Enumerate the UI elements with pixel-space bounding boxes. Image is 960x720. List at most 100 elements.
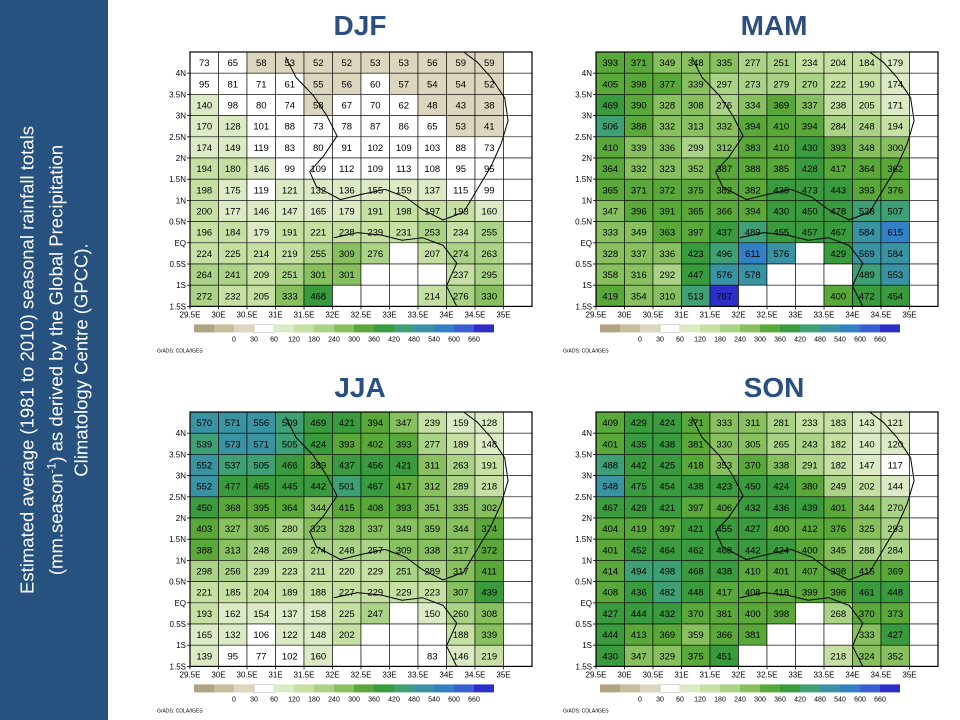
cell-value-djf: 52: [341, 58, 352, 69]
cell-value-mam: 352: [688, 164, 704, 175]
cell-value-mam: 410: [773, 143, 789, 154]
cell-value-jja: 421: [339, 418, 355, 429]
x-tick-label-jja: 34E: [439, 670, 453, 679]
y-tick-label-mam: 1S: [582, 281, 592, 290]
grid-cell-mam: [909, 157, 939, 180]
cell-value-mam: 429: [830, 249, 846, 260]
panel-title-mam: MAM: [740, 10, 808, 41]
y-tick-label-son: 1.5S: [576, 662, 592, 671]
cell-value-djf: 88: [284, 122, 295, 133]
grid-cell-djf: [503, 136, 533, 159]
cell-value-mam: 335: [716, 58, 732, 69]
grid-cell-mam: [795, 242, 825, 265]
cell-value-djf: 59: [455, 58, 466, 69]
cell-value-mam: 270: [802, 79, 818, 90]
cell-value-mam: 419: [602, 291, 618, 302]
cell-value-djf: 276: [453, 291, 469, 302]
cell-value-djf: 80: [313, 143, 324, 154]
legend-tick-label-mam: 540: [834, 336, 846, 343]
cell-value-son: 427: [602, 609, 618, 620]
y-tick-label-son: 2N: [582, 514, 592, 523]
cell-value-djf: 468: [310, 291, 326, 302]
cell-value-djf: 253: [424, 228, 440, 239]
grid-cell-son: [909, 623, 939, 646]
cell-value-djf: 177: [225, 207, 241, 218]
cell-value-djf: 237: [453, 270, 469, 281]
cell-value-djf: 251: [282, 270, 298, 281]
cell-value-son: 398: [830, 567, 846, 578]
cell-value-mam: 428: [802, 164, 818, 175]
y-tick-label-jja: 4N: [176, 429, 186, 438]
cell-value-mam: 292: [659, 270, 675, 281]
cell-value-son: 218: [830, 651, 846, 662]
cell-value-mam: 382: [716, 185, 732, 196]
cell-value-mam: 576: [773, 249, 789, 260]
cell-value-djf: 128: [225, 122, 241, 133]
cell-value-djf: 209: [253, 270, 269, 281]
cell-value-son: 404: [602, 524, 618, 535]
cell-value-djf: 99: [284, 164, 295, 175]
y-tick-label-djf: 0.5S: [170, 260, 186, 269]
grid-cell-jja: [503, 560, 533, 582]
cell-value-djf: 146: [253, 164, 269, 175]
legend-tick-label-son: 420: [794, 696, 806, 703]
cell-value-mam: 310: [659, 291, 675, 302]
cell-value-son: 243: [802, 439, 818, 450]
y-tick-label-djf: 1N: [176, 196, 186, 205]
legend-swatch-djf: [294, 324, 314, 333]
cell-value-son: 467: [602, 503, 618, 514]
cell-value-djf: 264: [196, 270, 212, 281]
cell-value-mam: 358: [602, 270, 618, 281]
grid-cell-djf: [503, 94, 533, 116]
cell-value-jja: 465: [253, 482, 269, 493]
legend-swatch-son: [840, 684, 860, 693]
grid-cell-son: [766, 623, 796, 646]
legend-tick-label-mam: 300: [754, 336, 766, 343]
cell-value-jja: 148: [310, 630, 326, 641]
cell-value-jja: 185: [225, 588, 241, 599]
legend-tick-label-son: 0: [638, 696, 642, 703]
cell-value-djf: 91: [341, 143, 352, 154]
legend-swatch-djf: [454, 324, 474, 333]
cell-value-son: 344: [859, 503, 875, 514]
cell-value-jja: 466: [282, 461, 298, 472]
grid-cell-djf: [503, 157, 533, 180]
grid-cell-djf: [503, 242, 533, 265]
x-tick-label-jja: 31E: [268, 670, 282, 679]
cell-value-djf: 255: [481, 228, 497, 239]
cell-value-djf: 86: [398, 122, 409, 133]
cell-value-son: 400: [773, 524, 789, 535]
cell-value-son: 288: [859, 545, 875, 556]
grid-cell-mam: [909, 242, 939, 265]
grid-cell-djf: [332, 284, 362, 307]
cell-value-mam: 489: [859, 270, 875, 281]
grid-cell-jja: [503, 496, 533, 519]
cell-value-jja: 415: [339, 503, 355, 514]
grid-cell-jja: [360, 623, 390, 646]
cell-value-jja: 328: [339, 524, 355, 535]
cell-value-djf: 174: [196, 143, 212, 154]
cell-value-djf: 200: [196, 207, 212, 218]
x-tick-label-djf: 33E: [382, 310, 396, 319]
cell-value-djf: 59: [484, 58, 495, 69]
cell-value-jja: 393: [396, 439, 412, 450]
x-tick-label-son: 35E: [902, 670, 916, 679]
cell-value-djf: 113: [396, 164, 411, 175]
cell-value-mam: 279: [773, 79, 789, 90]
cell-value-djf: 137: [424, 185, 440, 196]
grid-cell-djf: [503, 51, 533, 74]
legend-tick-label-djf: 0: [232, 336, 236, 343]
cell-value-son: 182: [830, 461, 846, 472]
grid-cell-mam: [795, 284, 825, 307]
cell-value-mam: 383: [745, 143, 761, 154]
grid-cell-djf: [503, 200, 533, 222]
grid-cell-mam: [795, 263, 825, 286]
cell-value-jja: 83: [427, 651, 438, 662]
legend-swatch-djf: [334, 324, 354, 333]
cell-value-jja: 150: [424, 609, 440, 620]
legend-tick-label-jja: 180: [308, 696, 320, 703]
cell-value-mam: 371: [631, 185, 647, 196]
cell-value-son: 410: [745, 567, 761, 578]
legend-tick-label-jja: 480: [408, 696, 420, 703]
cell-value-mam: 365: [602, 185, 618, 196]
